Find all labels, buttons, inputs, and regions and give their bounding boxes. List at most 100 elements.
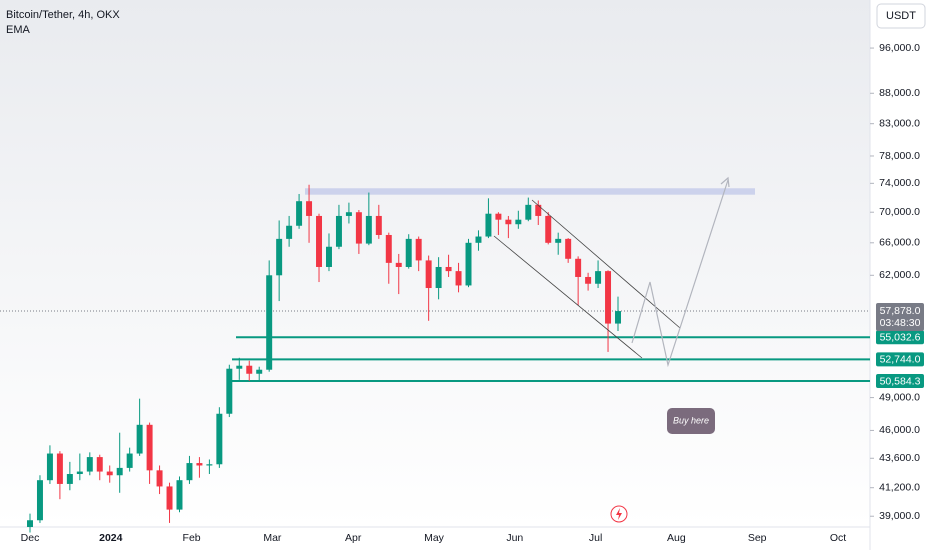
- price-axis: [870, 0, 932, 550]
- x-tick-label: Mar: [263, 532, 282, 544]
- candle-body: [246, 365, 253, 374]
- candle-body: [216, 413, 223, 465]
- x-tick-label: Jul: [589, 532, 602, 544]
- y-tick-label: 66,000.0: [879, 237, 920, 249]
- x-tick-label: Aug: [667, 532, 686, 544]
- y-tick-label: 83,000.0: [879, 117, 920, 129]
- candle-body: [405, 238, 412, 267]
- currency-button[interactable]: [876, 3, 926, 29]
- level-price-label: 52,744.0: [880, 354, 921, 366]
- candle-body: [276, 238, 283, 276]
- candle-body: [605, 271, 612, 324]
- x-tick-label: Feb: [183, 532, 201, 544]
- candle-body: [126, 453, 133, 468]
- y-tick-label: 78,000.0: [879, 150, 920, 162]
- candle-body: [475, 236, 482, 243]
- level-price-label: 55,032.6: [880, 332, 921, 344]
- candle-body: [36, 480, 43, 521]
- candle-body: [365, 215, 372, 244]
- currency-label: USDT: [886, 10, 916, 22]
- candle-body: [415, 238, 422, 261]
- candle-body: [186, 463, 193, 481]
- candle-body: [66, 474, 73, 484]
- candle-body: [116, 467, 123, 476]
- level-price-box: [876, 330, 924, 345]
- candle-body: [296, 201, 303, 226]
- level-price-label: 50,584.3: [880, 375, 921, 387]
- candle-body: [445, 266, 452, 272]
- callout-pointer: [670, 390, 690, 410]
- y-tick-label: 49,000.0: [879, 391, 920, 403]
- last-price-label: 57,878.0: [880, 305, 921, 317]
- candle-body: [286, 225, 293, 239]
- callout: [667, 408, 715, 434]
- candle-body: [495, 213, 502, 220]
- candle-body: [76, 471, 83, 475]
- candle-body: [56, 453, 63, 484]
- chart-title: Bitcoin/Tether, 4h, OKX: [6, 9, 120, 21]
- candle-body: [465, 242, 472, 286]
- candle-body: [106, 471, 113, 476]
- channel-line: [493, 235, 643, 359]
- resistance-zone: [305, 188, 755, 195]
- indicator-label: EMA: [6, 24, 31, 36]
- candle-body: [316, 215, 323, 267]
- candle-body: [335, 215, 342, 247]
- candle-body: [86, 457, 93, 472]
- candle-body: [27, 520, 33, 527]
- candle-body: [435, 266, 442, 289]
- candle-body: [595, 271, 602, 284]
- event-icon-bolt: [616, 508, 622, 520]
- candle-body: [535, 204, 542, 216]
- candle-body: [96, 457, 103, 472]
- candle-body: [615, 311, 621, 324]
- countdown-label: 03:48:30: [880, 317, 921, 329]
- level-price-box: [876, 374, 924, 389]
- y-tick-label: 62,000.0: [879, 269, 920, 281]
- x-tick-label: Oct: [830, 532, 846, 544]
- candle-body: [525, 204, 532, 220]
- x-tick-label: Jun: [506, 532, 523, 544]
- candle-body: [505, 219, 512, 225]
- y-tick-label: 70,000.0: [879, 206, 920, 218]
- candle-body: [575, 258, 582, 277]
- level-price-box: [876, 352, 924, 367]
- candle-body: [146, 424, 153, 471]
- x-tick-label: May: [424, 532, 445, 544]
- x-tick-label: Apr: [345, 532, 362, 544]
- projection-path: [631, 179, 729, 368]
- plot-background: [0, 0, 870, 527]
- y-tick-label: 96,000.0: [879, 42, 920, 54]
- y-tick-label: 74,000.0: [879, 177, 920, 189]
- candle-body: [375, 215, 382, 235]
- y-tick-label: 46,000.0: [879, 424, 920, 436]
- candle-body: [176, 480, 183, 510]
- y-tick-label: 88,000.0: [879, 87, 920, 99]
- last-price-box: [876, 303, 924, 332]
- candle-body: [355, 212, 362, 244]
- candle-body: [206, 464, 213, 466]
- candle-body: [555, 238, 562, 243]
- candle-body: [236, 365, 243, 369]
- candle-body: [166, 486, 173, 510]
- candle-body: [565, 238, 572, 259]
- candle-body: [455, 271, 462, 286]
- projection-arrow: [720, 176, 730, 188]
- candle-body: [46, 453, 53, 481]
- y-tick-label: 41,200.0: [879, 481, 920, 493]
- x-tick-label: Sep: [748, 532, 767, 544]
- y-tick-label: 43,600.0: [879, 452, 920, 464]
- candle-body: [345, 212, 352, 216]
- candle-body: [325, 246, 332, 267]
- candle-body: [156, 470, 163, 487]
- candle-body: [545, 215, 552, 243]
- candle-body: [395, 262, 402, 267]
- candle-body: [585, 276, 592, 284]
- x-tick-label: Dec: [21, 532, 40, 544]
- callout-text: Buy here: [673, 415, 709, 425]
- candle-body: [515, 219, 522, 225]
- candle-body: [226, 368, 233, 414]
- x-tick-label: 2024: [99, 532, 123, 544]
- candle-body: [306, 201, 313, 216]
